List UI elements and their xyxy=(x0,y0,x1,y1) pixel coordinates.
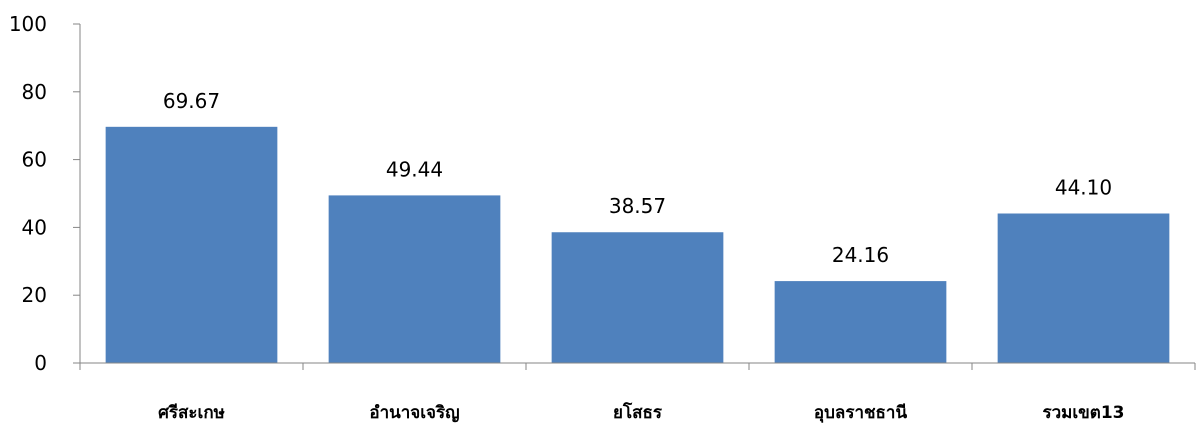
bar xyxy=(774,281,947,363)
y-tick-label: 100 xyxy=(9,12,47,36)
bar xyxy=(997,213,1170,363)
data-label: 24.16 xyxy=(832,243,889,267)
data-label: 69.67 xyxy=(163,89,220,113)
y-tick-label: 40 xyxy=(22,215,47,239)
bar xyxy=(328,195,501,363)
x-tick-label: รวมเขต13 xyxy=(1042,403,1124,423)
x-tick-label: อำนาจเจริญ xyxy=(369,403,459,423)
bar xyxy=(105,126,278,364)
bar xyxy=(551,232,724,363)
y-tick-label: 80 xyxy=(22,80,47,104)
data-label: 49.44 xyxy=(386,157,443,181)
x-tick-label: ยโสธร xyxy=(613,402,663,423)
bars xyxy=(105,126,1170,364)
y-tick-label: 20 xyxy=(22,283,47,307)
y-tick-label: 60 xyxy=(22,148,47,172)
x-tick-label: อุบลราชธานี xyxy=(814,402,908,423)
data-labels: 69.67 49.44 38.57 24.16 44.10 xyxy=(163,89,1112,267)
x-tick-label: ศรีสะเกษ xyxy=(158,402,225,423)
y-axis-ticks: 0 20 40 60 80 100 xyxy=(9,12,80,375)
y-tick-label: 0 xyxy=(34,351,47,375)
x-axis-ticks: ศรีสะเกษ อำนาจเจริญ ยโสธร อุบลราชธานี รวมเขต… xyxy=(79,363,1196,423)
data-label: 44.10 xyxy=(1055,176,1112,200)
data-label: 38.57 xyxy=(609,194,666,218)
